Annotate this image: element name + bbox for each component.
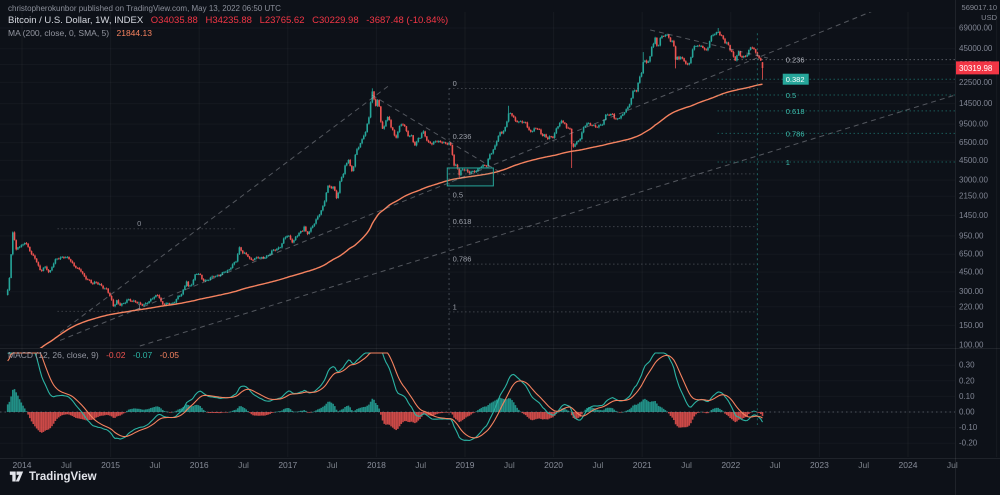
time-axis-year: 2018 <box>367 460 386 470</box>
drawings-layer: 0 0.236 0.5 0.618 0.786 1 0 1 0.236 0.382 0.5 0.618… <box>57 12 955 347</box>
tradingview-logo[interactable]: TradingView <box>9 470 97 483</box>
time-axis-month: Jul <box>415 460 426 470</box>
price-axis-label: 45000.00 <box>959 44 993 53</box>
macd-hist-value: -0.02 <box>106 350 126 360</box>
macd-legend[interactable]: MACD (12, 26, close, 9) -0.02 -0.07 -0.0… <box>8 350 179 360</box>
ohlc-open: O34035.88 <box>150 15 198 26</box>
fib-level-label: 0.5 <box>453 191 463 200</box>
macd-axis-label: 0.00 <box>959 408 975 417</box>
price-axis-label: 650.00 <box>959 250 984 259</box>
time-axis-year: 2023 <box>810 460 829 470</box>
price-axis[interactable]: 69000.0045000.0032500.0022500.0014500.00… <box>956 24 999 448</box>
change-value: -3687.48 (-10.84%) <box>366 15 449 26</box>
price-axis-label: 220.00 <box>959 302 984 311</box>
price-axis-label: 9500.00 <box>959 120 988 129</box>
ma-label: MA (200, close, 0, SMA, 5) <box>8 28 110 38</box>
ohlc-low: L23765.62 <box>259 15 305 26</box>
time-axis-year: 2019 <box>456 460 475 470</box>
fib-level-label: 0.618 <box>453 217 472 226</box>
time-axis-month: Jul <box>947 460 958 470</box>
attribution: christopherokunbor published on TradingV… <box>8 4 281 13</box>
macd-axis-label: 0.30 <box>959 361 975 370</box>
price-scale-note-value: 569017.10 <box>961 3 997 12</box>
macd-label: MACD (12, 26, close, 9) <box>8 350 99 360</box>
ohlc-close: C30229.98 <box>312 15 359 26</box>
time-axis-year: 2016 <box>190 460 209 470</box>
price-axis-label: 300.00 <box>959 287 984 296</box>
main-price-pane[interactable] <box>6 28 764 354</box>
ohlc-high: H34235.88 <box>205 15 252 26</box>
tradingview-logo-icon <box>9 471 24 482</box>
fib-level-label: 0.786 <box>453 255 472 264</box>
fib-level-label: 1 <box>137 302 141 311</box>
price-axis-label: 100.00 <box>959 341 984 350</box>
macd-axis-label: -0.10 <box>959 423 978 432</box>
tradingview-logo-text: TradingView <box>29 470 97 483</box>
time-axis-month: Jul <box>238 460 249 470</box>
price-axis-label: 3000.00 <box>959 176 988 185</box>
time-axis-month: Jul <box>149 460 160 470</box>
macd-signal-value: -0.05 <box>159 350 179 360</box>
ma-legend[interactable]: MA (200, close, 0, SMA, 5) 21844.13 <box>8 28 152 38</box>
price-scale-currency: USD <box>981 13 997 23</box>
macd-pane[interactable] <box>0 352 955 442</box>
time-axis-year: 2024 <box>899 460 918 470</box>
fib-level-label: 0 <box>137 219 141 228</box>
time-axis-month: Jul <box>770 460 781 470</box>
symbol-title: Bitcoin / U.S. Dollar, 1W, INDEX <box>8 15 144 26</box>
time-axis-month: Jul <box>858 460 869 470</box>
ma-value: 21844.13 <box>116 28 152 38</box>
macd-axis-label: -0.20 <box>959 439 978 448</box>
fib-level-label: 1 <box>453 302 457 311</box>
fib-level-label: 1 <box>786 158 790 167</box>
time-axis-year: 2017 <box>278 460 297 470</box>
time-axis-month: Jul <box>592 460 603 470</box>
fib-level-label: 0.618 <box>786 107 805 116</box>
time-axis-year: 2022 <box>721 460 740 470</box>
fib-level-label: 0.236 <box>786 56 805 65</box>
fib-level-label: 0.5 <box>786 91 796 100</box>
price-axis-label: 14500.00 <box>959 99 993 108</box>
price-axis-label: 950.00 <box>959 231 984 240</box>
time-axis-month: Jul <box>681 460 692 470</box>
fib-level-label: 0.786 <box>786 129 805 138</box>
symbol-legend[interactable]: Bitcoin / U.S. Dollar, 1W, INDEX O34035.… <box>8 15 448 26</box>
overlay-layer <box>448 33 758 425</box>
price-badge: 30319.98 <box>959 64 993 73</box>
macd-line-value: -0.07 <box>132 350 153 360</box>
price-axis-label: 450.00 <box>959 268 984 277</box>
fib-badge-label: 0.382 <box>786 75 805 84</box>
fib-level-label: 0.236 <box>453 132 472 141</box>
price-axis-label: 2150.00 <box>959 192 988 201</box>
price-axis-label: 6500.00 <box>959 138 988 147</box>
macd-axis-label: 0.20 <box>959 376 975 385</box>
fib-level-label: 0 <box>453 79 457 88</box>
price-axis-label: 4500.00 <box>959 156 988 165</box>
time-axis-year: 2021 <box>633 460 652 470</box>
price-scale-note: 569017.10 USD <box>962 3 997 23</box>
price-axis-label: 1450.00 <box>959 211 988 220</box>
price-axis-label: 150.00 <box>959 321 984 330</box>
time-axis-month: Jul <box>327 460 338 470</box>
time-axis-month: Jul <box>504 460 515 470</box>
time-axis-year: 2020 <box>544 460 563 470</box>
time-axis-year: 2015 <box>101 460 120 470</box>
price-axis-label: 69000.00 <box>959 24 993 33</box>
macd-axis-label: 0.10 <box>959 392 975 401</box>
time-axis[interactable]: 2014 Jul 2015 Jul 2016 Jul 2017 Jul 2018 Jul 2019 J… <box>13 460 958 470</box>
time-axis-month: Jul <box>61 460 72 470</box>
time-axis-year: 2014 <box>13 460 32 470</box>
price-axis-label: 22500.00 <box>959 78 993 87</box>
